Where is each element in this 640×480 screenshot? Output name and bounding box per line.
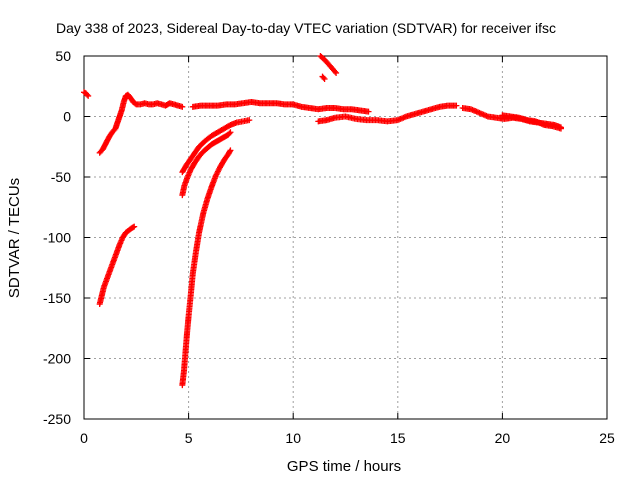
- data-point: [226, 148, 233, 155]
- data-point: [131, 223, 138, 230]
- data-point: [179, 103, 186, 110]
- series-1: [96, 91, 186, 156]
- x-tick-label: 5: [185, 430, 193, 446]
- data-point: [227, 129, 234, 136]
- data-point: [84, 91, 91, 98]
- series-7: [315, 102, 460, 125]
- data-point: [453, 102, 460, 109]
- series-3: [179, 147, 234, 389]
- tick-layer: 0 5 10 15 20 25 -250 -200 -150 -100 -50 0 50: [43, 48, 615, 446]
- x-tick-label: 15: [390, 430, 406, 446]
- series-6: [189, 98, 372, 115]
- x-tick-label: 10: [285, 430, 301, 446]
- data-point: [320, 74, 327, 81]
- y-tick-label: 50: [55, 48, 71, 64]
- y-tick-label: 0: [63, 109, 71, 125]
- y-tick-label: -150: [43, 290, 71, 306]
- series-4: [179, 129, 234, 199]
- chart-title: Day 338 of 2023, Sidereal Day-to-day VTE…: [56, 20, 556, 36]
- data-point: [321, 75, 328, 82]
- data-point: [246, 117, 253, 124]
- series-9: [319, 73, 328, 82]
- x-tick-label: 20: [495, 430, 511, 446]
- series-2: [96, 223, 138, 308]
- x-tick-label: 0: [80, 430, 88, 446]
- data-point: [332, 68, 339, 75]
- data-point: [333, 69, 340, 76]
- series-5: [179, 117, 253, 176]
- series-8: [317, 53, 340, 76]
- x-tick-label: 25: [599, 430, 615, 446]
- data-point: [85, 92, 92, 99]
- data-point: [365, 108, 372, 115]
- data-point: [227, 147, 234, 154]
- grid-layer: [84, 56, 607, 419]
- y-tick-label: -200: [43, 351, 71, 367]
- data-point: [557, 125, 564, 132]
- y-axis-title: SDTVAR / TECUs: [6, 178, 23, 298]
- x-axis-title: GPS time / hours: [287, 458, 401, 475]
- series-0: [81, 89, 92, 99]
- y-tick-label: -50: [51, 169, 71, 185]
- points-layer: [81, 53, 564, 389]
- y-tick-label: -100: [43, 230, 71, 246]
- data-point: [226, 130, 233, 137]
- y-tick-label: -250: [43, 411, 71, 427]
- series-11: [499, 112, 564, 132]
